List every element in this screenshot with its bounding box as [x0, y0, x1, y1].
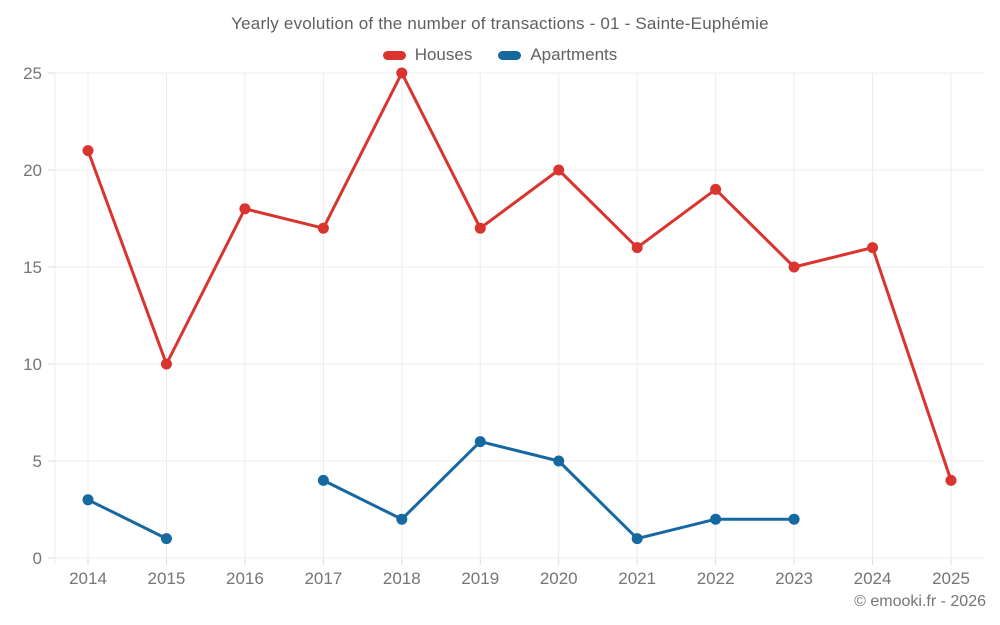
- chart-title: Yearly evolution of the number of transa…: [231, 14, 769, 33]
- houses-data-point[interactable]: [788, 261, 800, 273]
- apartments-legend-swatch: [498, 50, 522, 60]
- x-axis-tick-label: 2014: [69, 569, 107, 588]
- apartments-data-point[interactable]: [160, 533, 172, 545]
- x-axis-tick-label: 2024: [854, 569, 892, 588]
- y-axis-tick-label: 0: [33, 549, 42, 568]
- apartments-line: [86, 498, 168, 541]
- legend: Houses Apartments: [0, 45, 1000, 65]
- x-axis-tick-label: 2020: [540, 569, 578, 588]
- x-axis-tick-label: 2025: [932, 569, 970, 588]
- houses-data-point[interactable]: [82, 145, 94, 157]
- legend-item-apartments[interactable]: Apartments: [498, 45, 617, 65]
- y-axis-tick-label: 25: [23, 64, 42, 83]
- apartments-data-point[interactable]: [710, 513, 722, 525]
- legend-item-houses[interactable]: Houses: [382, 45, 473, 65]
- x-axis-tick-label: 2018: [383, 569, 421, 588]
- houses-data-point[interactable]: [317, 222, 329, 234]
- x-axis-tick-label: 2022: [697, 569, 735, 588]
- x-axis-tick-label: 2023: [775, 569, 813, 588]
- houses-line: [86, 71, 953, 482]
- houses-legend-swatch: [382, 50, 406, 60]
- y-axis-tick-label: 10: [23, 355, 42, 374]
- houses-data-point[interactable]: [867, 242, 879, 254]
- houses-legend-label: Houses: [414, 45, 473, 64]
- x-axis-tick-label: 2019: [461, 569, 499, 588]
- copyright-footer: © emooki.fr - 2026: [854, 593, 986, 610]
- y-axis-tick-label: 15: [23, 258, 42, 277]
- x-axis-tick-label: 2016: [226, 569, 264, 588]
- apartments-data-point[interactable]: [82, 494, 94, 506]
- houses-data-point[interactable]: [710, 183, 722, 195]
- x-axis-tick-label: 2017: [304, 569, 342, 588]
- houses-data-point[interactable]: [239, 203, 251, 215]
- apartments-data-point[interactable]: [396, 513, 408, 525]
- apartments-data-point[interactable]: [631, 533, 643, 545]
- apartments-data-point[interactable]: [788, 513, 800, 525]
- x-axis-tick-label: 2021: [618, 569, 656, 588]
- houses-data-point[interactable]: [160, 358, 172, 370]
- y-axis-tick-label: 5: [33, 452, 42, 471]
- apartments-legend-label: Apartments: [530, 45, 618, 64]
- houses-data-point[interactable]: [553, 164, 565, 176]
- y-axis-tick-label: 20: [23, 161, 42, 180]
- houses-data-point[interactable]: [945, 474, 957, 486]
- apartments-data-point[interactable]: [474, 436, 486, 448]
- houses-data-point[interactable]: [631, 242, 643, 254]
- apartments-data-point[interactable]: [317, 474, 329, 486]
- houses-data-point[interactable]: [474, 222, 486, 234]
- x-axis-tick-label: 2015: [148, 569, 186, 588]
- apartments-data-point[interactable]: [553, 455, 565, 467]
- houses-data-point[interactable]: [396, 67, 408, 79]
